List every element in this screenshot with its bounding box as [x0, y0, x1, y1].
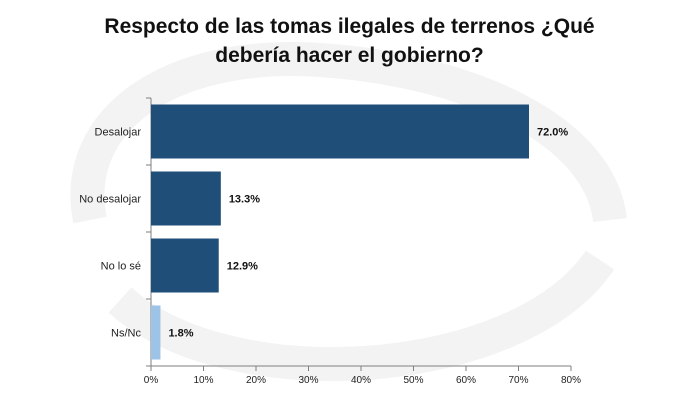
data-label: 1.8% — [168, 328, 193, 340]
data-label: 72.0% — [537, 127, 568, 139]
bar-no-desalojar — [151, 171, 221, 226]
category-label: No lo sé — [101, 261, 141, 273]
category-label: Ns/Nc — [111, 328, 141, 340]
data-label: 12.9% — [227, 261, 258, 273]
x-tick-label: 70% — [508, 375, 528, 386]
x-tick-label: 30% — [298, 375, 318, 386]
chart-title-line-1: Respecto de las tomas ilegales de terren… — [104, 15, 595, 38]
x-tick-label: 80% — [561, 375, 581, 386]
bar-ns-nc — [151, 305, 161, 360]
chart-title-line-2: debería hacer el gobierno? — [215, 44, 484, 67]
x-tick-label: 50% — [403, 375, 423, 386]
x-tick-label: 40% — [351, 375, 371, 386]
x-tick-label: 20% — [246, 375, 266, 386]
bar-no-lo-s- — [151, 238, 219, 293]
x-tick-label: 10% — [193, 375, 213, 386]
data-label: 13.3% — [229, 194, 260, 206]
category-label: Desalojar — [95, 127, 142, 139]
bar-desalojar — [151, 104, 529, 159]
chart-title: Respecto de las tomas ilegales de terren… — [0, 12, 699, 70]
x-tick-label: 0% — [144, 375, 159, 386]
x-tick-label: 60% — [456, 375, 476, 386]
category-label: No desalojar — [79, 194, 141, 206]
